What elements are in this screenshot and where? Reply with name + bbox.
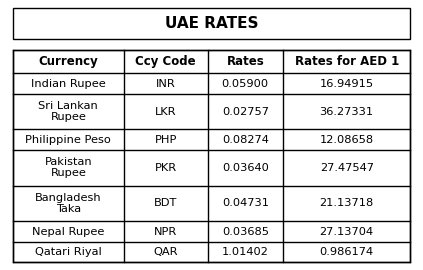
Text: UAE RATES: UAE RATES <box>165 16 258 31</box>
Text: Pakistan
Rupee: Pakistan Rupee <box>44 157 92 178</box>
Text: 27.47547: 27.47547 <box>320 163 374 173</box>
Text: NPR: NPR <box>154 227 177 237</box>
Text: 0.986174: 0.986174 <box>320 247 374 257</box>
Text: QAR: QAR <box>154 247 178 257</box>
Text: Indian Rupee: Indian Rupee <box>31 79 106 89</box>
Text: Rates for AED 1: Rates for AED 1 <box>294 55 399 68</box>
Text: Ccy Code: Ccy Code <box>135 55 196 68</box>
Text: BDT: BDT <box>154 198 178 208</box>
Text: INR: INR <box>156 79 176 89</box>
Text: PKR: PKR <box>155 163 177 173</box>
Text: Philippine Peso: Philippine Peso <box>25 135 111 145</box>
Text: Currency: Currency <box>38 55 98 68</box>
Bar <box>13 8 410 39</box>
Text: 0.03640: 0.03640 <box>222 163 269 173</box>
Text: PHP: PHP <box>154 135 177 145</box>
Text: Sri Lankan
Rupee: Sri Lankan Rupee <box>38 101 98 122</box>
Bar <box>13 50 410 262</box>
Text: 0.05900: 0.05900 <box>222 79 269 89</box>
Text: 0.04731: 0.04731 <box>222 198 269 208</box>
Text: 0.03685: 0.03685 <box>222 227 269 237</box>
Text: 1.01402: 1.01402 <box>222 247 269 257</box>
Text: 0.02757: 0.02757 <box>222 107 269 117</box>
Text: 16.94915: 16.94915 <box>320 79 374 89</box>
Text: 27.13704: 27.13704 <box>320 227 374 237</box>
Text: Rates: Rates <box>226 55 264 68</box>
Text: 0.08274: 0.08274 <box>222 135 269 145</box>
Text: LKR: LKR <box>155 107 176 117</box>
Text: 21.13718: 21.13718 <box>319 198 374 208</box>
Text: Nepal Rupee: Nepal Rupee <box>32 227 104 237</box>
Text: Bangladesh
Taka: Bangladesh Taka <box>35 193 102 214</box>
Text: 12.08658: 12.08658 <box>320 135 374 145</box>
Text: Qatari Riyal: Qatari Riyal <box>35 247 102 257</box>
Text: 36.27331: 36.27331 <box>320 107 374 117</box>
